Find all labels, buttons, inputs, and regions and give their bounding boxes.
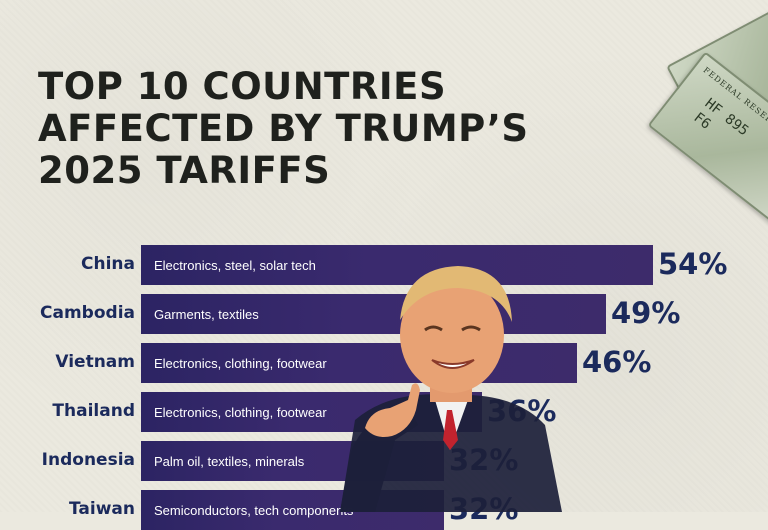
tariff-bar-chart: China Electronics, steel, solar tech 54% Ca… [40,245,728,530]
bar-description: Semiconductors, tech components [154,503,354,518]
bar-description: Electronics, clothing, footwear [154,405,327,420]
country-label: Indonesia [41,450,135,470]
tariff-percent-label: 54% [658,247,728,281]
page-title: TOP 10 COUNTRIES AFFECTED BY TRUMP’S 202… [38,66,598,192]
country-label: China [81,254,135,274]
country-label: Vietnam [55,352,135,372]
title-line-3: 2025 TARIFFS [38,149,331,192]
tariff-percent-label: 49% [611,296,681,330]
title-line-2: AFFECTED BY TRUMP’S [38,107,529,150]
bar-description: Palm oil, textiles, minerals [154,454,305,469]
tariff-bar [141,245,653,285]
bar-description: Garments, textiles [154,307,259,322]
title-line-1: TOP 10 COUNTRIES [38,65,447,108]
tariff-bar [141,343,577,383]
country-label: Thailand [52,401,135,421]
tariff-percent-label: 46% [582,345,652,379]
bar-description: Electronics, clothing, footwear [154,356,327,371]
country-label: Cambodia [40,303,135,323]
bar-description: Electronics, steel, solar tech [154,258,316,273]
tariff-percent-label: 32% [449,443,519,477]
country-label: Taiwan [69,499,135,519]
tariff-bar [141,294,606,334]
tariff-percent-label: 32% [449,492,519,526]
tariff-percent-label: 36% [487,394,557,428]
